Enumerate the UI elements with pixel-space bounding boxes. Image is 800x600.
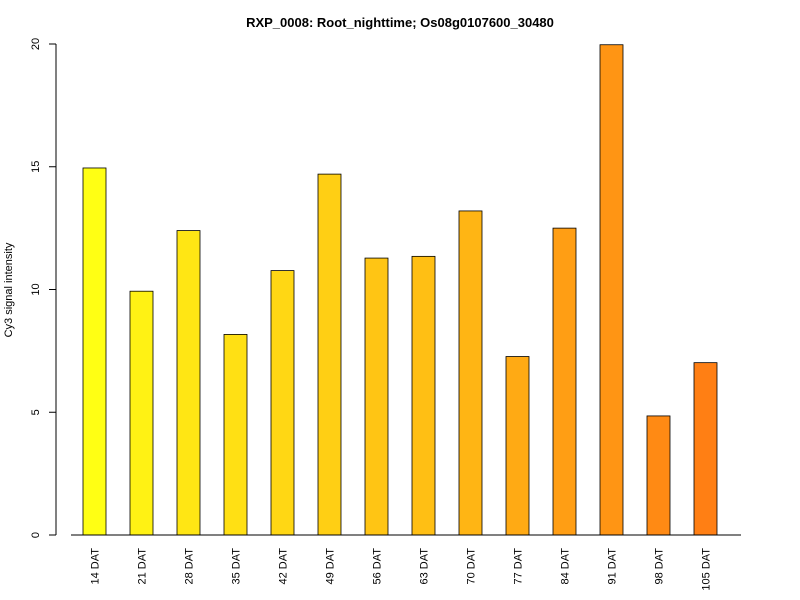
bar (270, 270, 295, 536)
x-axis: 14 DAT 21 DAT 28 DAT 35 DAT 42 DAT 49 DAT 56 D… (71, 534, 741, 591)
bar (552, 227, 577, 536)
bar (458, 210, 483, 536)
x-tick-label: 70 DAT (466, 548, 478, 585)
y-axis-label: Cy3 signal intensity (3, 242, 15, 337)
y-tick-label: 15 (30, 161, 42, 173)
bar (129, 290, 154, 536)
bar (317, 173, 342, 536)
bar (646, 415, 671, 536)
x-tick-label: 91 DAT (607, 548, 619, 585)
bars (82, 44, 718, 536)
bar (505, 356, 530, 536)
bar (364, 257, 389, 536)
bar (176, 230, 201, 536)
y-tick-label: 5 (30, 409, 42, 415)
y-tick-label: 0 (30, 532, 42, 538)
chart-title: RXP_0008: Root_nighttime; Os08g0107600_3… (246, 15, 554, 30)
bar (223, 334, 248, 536)
x-tick-label: 84 DAT (560, 548, 572, 585)
bar (411, 255, 436, 536)
x-tick-label: 28 DAT (184, 548, 196, 585)
x-tick-label: 105 DAT (701, 548, 713, 591)
x-tick-label: 98 DAT (654, 548, 666, 585)
y-tick-label: 20 (30, 38, 42, 50)
bar (693, 362, 718, 536)
bar (599, 44, 624, 536)
x-tick-label: 56 DAT (372, 548, 384, 585)
y-tick-label: 10 (30, 283, 42, 295)
x-tick-label: 49 DAT (325, 548, 337, 585)
x-tick-label: 77 DAT (513, 548, 525, 585)
x-tick-label: 42 DAT (278, 548, 290, 585)
bar (82, 167, 107, 536)
x-tick-label: 35 DAT (231, 548, 243, 585)
x-tick-label: 14 DAT (90, 548, 102, 585)
x-tick-label: 63 DAT (419, 548, 431, 585)
x-tick-label: 21 DAT (137, 548, 149, 585)
y-axis: 0 5 10 15 20 (30, 38, 57, 538)
